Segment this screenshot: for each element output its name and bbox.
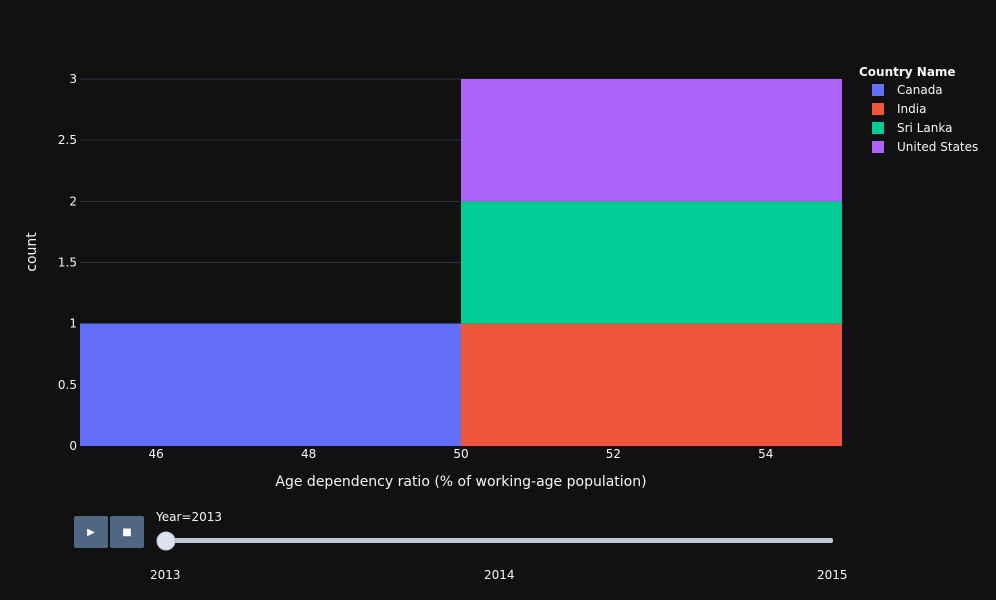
legend-swatch [872, 141, 884, 153]
x-tick-labels: 46 48 50 52 54 [149, 447, 774, 461]
y-tick-labels: 0 0.5 1 1.5 2 2.5 3 [58, 72, 77, 453]
legend-swatch [872, 122, 884, 134]
legend-item-label[interactable]: Sri Lanka [897, 121, 952, 135]
stop-icon: ■ [122, 526, 132, 538]
y-tick-label: 0 [69, 439, 77, 453]
slider-handle[interactable] [156, 531, 176, 551]
year-slider[interactable] [156, 531, 833, 551]
y-tick-label: 0.5 [58, 378, 77, 392]
bar-sri-lanka[interactable] [461, 201, 842, 324]
slider-step-label[interactable]: 2015 [817, 568, 848, 582]
y-tick-label: 3 [69, 72, 77, 86]
y-axis-title: count [24, 232, 40, 272]
slider-rail[interactable] [166, 538, 833, 543]
play-button[interactable]: ▶ [74, 516, 108, 548]
legend-item-label[interactable]: United States [897, 140, 978, 154]
legend-swatch [872, 84, 884, 96]
x-tick-label: 48 [301, 447, 316, 461]
legend-item-label[interactable]: India [897, 102, 926, 116]
x-tick-label: 52 [606, 447, 621, 461]
legend-title: Country Name [859, 65, 956, 79]
x-tick-label: 54 [758, 447, 773, 461]
slider-step-label[interactable]: 2013 [150, 568, 181, 582]
x-tick-label: 50 [453, 447, 468, 461]
y-tick-label: 2.5 [58, 133, 77, 147]
slider-current-value: Year=2013 [156, 510, 222, 524]
y-tick-label: 1 [69, 317, 77, 331]
y-tick-label: 1.5 [58, 256, 77, 270]
x-tick-label: 46 [149, 447, 164, 461]
x-axis-title: Age dependency ratio (% of working-age p… [275, 474, 646, 490]
y-tick-label: 2 [69, 194, 77, 208]
legend[interactable]: Country Name Canada India Sri Lanka United … [859, 65, 978, 154]
stop-button[interactable]: ■ [110, 516, 144, 548]
legend-swatch [872, 103, 884, 115]
bar-canada[interactable] [80, 323, 461, 446]
legend-item-label[interactable]: Canada [897, 83, 943, 97]
play-icon: ▶ [87, 526, 95, 538]
slider-step-label[interactable]: 2014 [484, 568, 515, 582]
histogram-bars [80, 79, 842, 446]
bar-united-states[interactable] [461, 79, 842, 202]
bar-india[interactable] [461, 323, 842, 446]
